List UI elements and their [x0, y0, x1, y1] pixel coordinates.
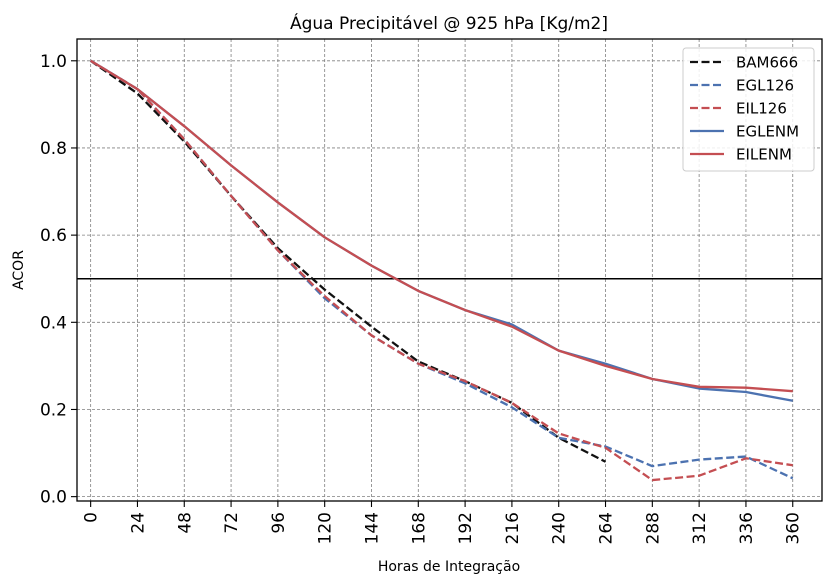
y-axis-title: ACOR: [11, 250, 27, 290]
x-tick-label: 264: [597, 512, 617, 544]
y-tick-label: 0.0: [40, 488, 67, 508]
legend-label: EGLENM: [736, 123, 799, 141]
legend: BAM666 EGL126 EIL126 EGLENM EILENM: [682, 47, 815, 172]
x-tick-label: 192: [456, 512, 476, 544]
x-tick-label: 240: [550, 512, 570, 544]
series-line-eil126: [90, 59, 793, 482]
x-axis: 0 24 48 72 96 120 144 168 192 216 240 264 288 312 336 3…: [82, 501, 804, 544]
y-tick-label: 0.8: [40, 139, 67, 159]
legend-label: EGL126: [736, 77, 794, 95]
x-tick-label: 144: [362, 512, 382, 544]
x-tick-label: 120: [316, 512, 336, 544]
x-axis-title: Horas de Integração: [378, 559, 520, 575]
x-tick-label: 288: [643, 512, 663, 544]
chart-title: Água Precipitável @ 925 hPa [Kg/m2]: [290, 12, 608, 34]
x-tick-label: 24: [128, 512, 148, 534]
y-tick-label: 1.0: [40, 52, 67, 72]
series-line-bam666: [89, 59, 607, 463]
x-tick-label: 360: [784, 512, 804, 544]
x-tick-label: 96: [269, 512, 289, 534]
legend-label: EIL126: [736, 100, 787, 118]
series-group: [89, 59, 794, 482]
y-axis: 0.0 0.2 0.4 0.6 0.8 1.0: [40, 52, 77, 508]
y-tick-label: 0.2: [40, 400, 67, 420]
x-tick-label: 216: [503, 512, 523, 544]
x-tick-label: 168: [409, 512, 429, 544]
x-tick-label: 48: [175, 512, 195, 534]
x-tick-label: 72: [222, 512, 242, 534]
x-tick-label: 312: [690, 512, 710, 544]
y-tick-label: 0.4: [40, 313, 67, 333]
x-tick-label: 336: [737, 512, 757, 544]
plot-frame: [76, 38, 823, 502]
grid: [77, 39, 822, 501]
x-tick-label: 0: [82, 512, 102, 523]
y-tick-label: 0.6: [40, 226, 67, 246]
series-line-eilenm: [90, 59, 793, 393]
legend-label: BAM666: [736, 54, 798, 72]
legend-box: [682, 47, 815, 172]
legend-label: EILENM: [736, 146, 792, 164]
